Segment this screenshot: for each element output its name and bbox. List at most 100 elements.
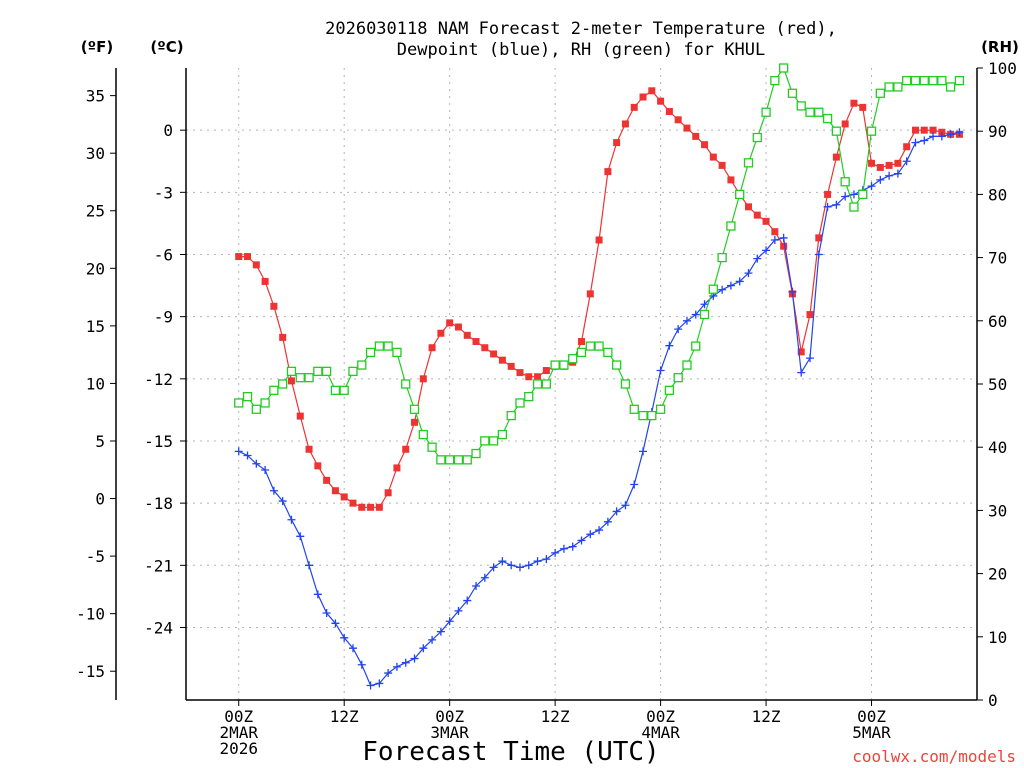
fahrenheit-tick-label: 20 bbox=[86, 259, 105, 278]
dewpoint-point bbox=[410, 654, 419, 663]
rh-point bbox=[945, 82, 956, 92]
time-tick-label: 3MAR bbox=[430, 723, 469, 742]
dewpoint-point bbox=[788, 287, 797, 296]
rh-point bbox=[541, 379, 551, 389]
2-meter-temperature-line bbox=[238, 89, 960, 508]
fahrenheit-unit-label: (ºF) bbox=[81, 38, 113, 56]
2-meter-temperature-point bbox=[411, 418, 419, 426]
2-meter-temperature-point bbox=[349, 499, 357, 507]
rh-point bbox=[357, 360, 367, 370]
time-tick-label: 2026 bbox=[219, 739, 258, 758]
dewpoint-point bbox=[287, 515, 296, 524]
rh-point bbox=[559, 360, 569, 370]
dewpoint-point bbox=[463, 596, 472, 605]
dewpoint-point bbox=[252, 459, 261, 468]
2-meter-temperature-point bbox=[753, 211, 761, 219]
chart-title-line-2: Dewpoint (blue), RH (green) for KHUL bbox=[397, 40, 765, 60]
2-meter-temperature-point bbox=[525, 373, 533, 381]
2-meter-temperature-point bbox=[454, 323, 462, 331]
dewpoint-point bbox=[436, 627, 445, 636]
time-tick-label: 5MAR bbox=[852, 723, 891, 742]
celsius-tick-label: -18 bbox=[144, 494, 173, 513]
celsius-tick-label: 0 bbox=[163, 121, 173, 140]
2-meter-temperature-point bbox=[340, 493, 348, 501]
rh-point bbox=[278, 379, 288, 389]
2-meter-temperature-point bbox=[780, 242, 788, 250]
rh-tick-label: 90 bbox=[988, 122, 1007, 141]
2-meter-temperature-point bbox=[718, 161, 726, 169]
dewpoint-point bbox=[498, 557, 507, 566]
dewpoint-point bbox=[366, 681, 375, 690]
2-meter-temperature-point bbox=[305, 445, 313, 453]
dewpoint-point bbox=[867, 182, 876, 191]
rh-point bbox=[313, 366, 323, 377]
celsius-tick-label: -24 bbox=[144, 618, 173, 637]
dewpoint-point bbox=[630, 480, 639, 489]
rh-point bbox=[453, 455, 464, 465]
rh-point bbox=[902, 75, 912, 86]
chart-title: 2026030118 NAM Forecast 2-meter Temperat… bbox=[325, 19, 837, 60]
dewpoint-point bbox=[559, 544, 568, 553]
2-meter-temperature-point bbox=[578, 338, 585, 346]
dewpoint-point bbox=[261, 465, 270, 474]
time-tick-label: 2MAR bbox=[219, 723, 258, 742]
rh-point bbox=[708, 284, 718, 294]
2-meter-temperature-point bbox=[850, 99, 858, 107]
2-meter-temperature-point bbox=[481, 344, 489, 352]
rh-tick-label: 40 bbox=[988, 438, 1007, 457]
dewpoint-point bbox=[718, 285, 727, 294]
rh-point bbox=[401, 379, 411, 389]
dewpoint-point bbox=[797, 368, 806, 377]
fahrenheit-tick-label: -15 bbox=[76, 662, 105, 681]
rh-point bbox=[761, 107, 771, 117]
rh-point bbox=[532, 379, 543, 389]
rh-axis: 0 10 20 30 40 50 60 70 80 90 100 bbox=[977, 59, 1017, 710]
time-tick-label: 4MAR bbox=[641, 723, 680, 742]
dewpoint-point bbox=[612, 507, 621, 516]
rh-tick-label: 10 bbox=[988, 628, 1007, 647]
rh-tick-label: 20 bbox=[988, 565, 1007, 584]
rh-point bbox=[691, 341, 701, 351]
data-series bbox=[234, 63, 965, 690]
rh-point bbox=[770, 75, 780, 86]
2-meter-temperature-point bbox=[903, 143, 911, 151]
celsius-axis: 0 -3 -6 -9 -12 -15 -18 -21 -24 bbox=[144, 121, 186, 637]
dewpoint-point bbox=[322, 608, 331, 617]
dewpoint-point bbox=[806, 354, 815, 363]
2-meter-temperature-point bbox=[771, 228, 779, 236]
2-meter-temperature-point bbox=[472, 338, 480, 346]
2-meter-temperature-point bbox=[367, 503, 375, 511]
celsius-unit-label: (ºC) bbox=[150, 38, 183, 56]
rh-point bbox=[515, 398, 525, 408]
rh-point bbox=[462, 455, 472, 465]
rh-tick-label: 0 bbox=[988, 691, 998, 710]
dewpoint-point bbox=[700, 300, 709, 309]
rh-point bbox=[884, 82, 894, 92]
rh-point bbox=[286, 366, 297, 377]
2-meter-temperature-point bbox=[701, 141, 709, 149]
dewpoint-point bbox=[340, 633, 349, 642]
2-meter-temperature-point bbox=[296, 412, 304, 420]
dewpoint-point bbox=[621, 501, 630, 510]
rh-point bbox=[418, 429, 428, 440]
dewpoint-point bbox=[419, 644, 428, 653]
fahrenheit-tick-label: 5 bbox=[95, 432, 105, 451]
2-meter-temperature-point bbox=[287, 377, 295, 385]
dewpoint-point bbox=[876, 175, 885, 184]
axes bbox=[115, 68, 978, 701]
chart-title-line-1: 2026030118 NAM Forecast 2-meter Temperat… bbox=[325, 19, 837, 39]
rh-point bbox=[752, 132, 762, 143]
rh-point bbox=[735, 189, 745, 200]
2-meter-temperature-point bbox=[279, 333, 287, 341]
2-meter-temperature-point bbox=[648, 87, 656, 95]
rh-point bbox=[251, 404, 261, 414]
rh-point bbox=[506, 410, 516, 421]
rh-point bbox=[796, 101, 806, 111]
dewpoint-point bbox=[507, 561, 516, 570]
dewpoint-point bbox=[665, 341, 674, 350]
dewpoint-point bbox=[313, 590, 322, 599]
fahrenheit-tick-label: 25 bbox=[86, 202, 105, 221]
dewpoint-point bbox=[770, 235, 779, 244]
2-meter-temperature-point bbox=[841, 120, 849, 128]
